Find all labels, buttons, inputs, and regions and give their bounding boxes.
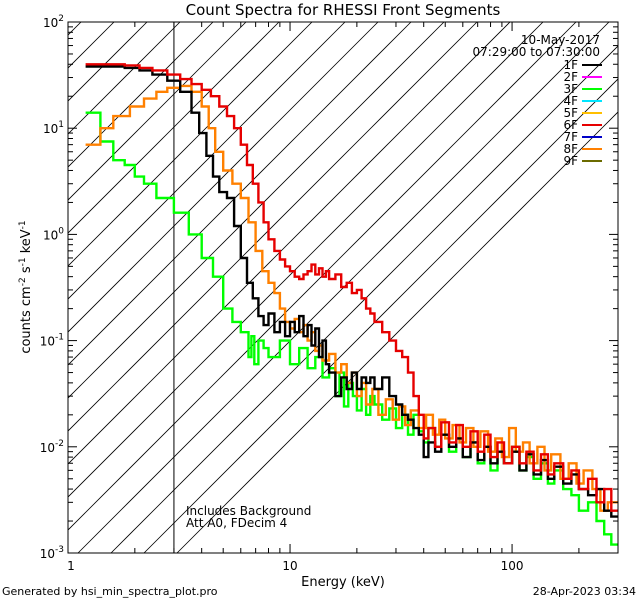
y-tick-label: 10-1 — [40, 333, 64, 349]
y-tick-exponent: -1 — [55, 333, 64, 343]
series-line-6f — [85, 63, 618, 512]
hatch-line — [68, 22, 214, 168]
y-tick-label: 100 — [43, 226, 64, 242]
y-axis-label: counts cm-2 s-1 keV-1 — [18, 220, 34, 353]
y-tick-mantissa: 10 — [40, 441, 55, 455]
x-tick-labels: 1 10 100 — [67, 559, 523, 573]
annotation-background: Includes Background — [186, 504, 311, 518]
x-tick-label: 1 — [67, 559, 75, 573]
plot-frame — [67, 21, 619, 554]
hatch-line — [68, 22, 445, 399]
y-tick-label: 10-2 — [40, 439, 64, 455]
y-tick-exponent: -2 — [55, 439, 64, 449]
hatch-line — [68, 22, 412, 366]
y-tick-mantissa: 10 — [40, 335, 55, 349]
axis-ticks — [67, 21, 619, 554]
y-tick-label: 10-3 — [40, 545, 64, 561]
hatch-line — [176, 111, 618, 553]
y-tick-mantissa: 10 — [43, 16, 58, 30]
hatched-region — [68, 22, 618, 553]
hatch-line — [68, 22, 379, 333]
time-range-label: 07:29:00 to 07:30:00 — [473, 45, 600, 59]
hatch-line — [68, 22, 82, 36]
legend-label-8f: 8F — [563, 142, 578, 156]
x-axis-label: Energy (keV) — [301, 575, 385, 590]
hatch-line — [68, 22, 577, 531]
series-line-8f — [85, 84, 618, 512]
series-layer — [85, 63, 618, 546]
y-label-exp: -2 — [18, 277, 28, 286]
y-tick-label: 101 — [43, 120, 64, 136]
series-line-3f — [85, 111, 618, 546]
y-tick-exponent: -3 — [55, 545, 64, 555]
x-tick-label: 100 — [501, 559, 524, 573]
hatch-line — [68, 22, 544, 498]
y-tick-exponent: 2 — [58, 14, 64, 24]
x-tick-label: 10 — [282, 559, 297, 573]
legend-label-4f: 4F — [563, 94, 578, 108]
legend-label-7f: 7F — [563, 130, 578, 144]
hatch-line — [68, 22, 280, 234]
y-tick-exponent: 0 — [58, 226, 64, 236]
y-label-part: counts cm — [19, 286, 34, 353]
hatch-line — [68, 22, 247, 201]
y-label-exp: -1 — [18, 257, 28, 266]
y-tick-mantissa: 10 — [40, 547, 55, 561]
hatch-line — [68, 22, 346, 300]
date-label: 10-May-2017 — [521, 33, 600, 47]
hatch-line — [68, 22, 115, 69]
legend-label-6f: 6F — [563, 118, 578, 132]
hatch-line — [68, 22, 511, 465]
hatch-line — [143, 78, 618, 553]
footer-generated-by: Generated by hsi_min_spectra_plot.pro — [2, 585, 218, 598]
y-tick-mantissa: 10 — [43, 122, 58, 136]
y-label-exp: -1 — [18, 220, 28, 229]
y-tick-exponent: 1 — [58, 120, 64, 130]
y-label-part: s — [19, 266, 34, 277]
annotation-attenuator: Att A0, FDecim 4 — [186, 516, 287, 530]
hatch-line — [68, 22, 313, 267]
hatch-line — [110, 45, 618, 553]
footer-timestamp: 28-Apr-2023 03:34 — [533, 585, 636, 598]
y-label-part: keV — [19, 229, 34, 257]
y-tick-label: 102 — [43, 14, 64, 30]
chart-title: Count Spectra for RHESSI Front Segments — [186, 1, 501, 19]
hatch-line — [68, 22, 478, 432]
legend-label-5f: 5F — [563, 106, 578, 120]
legend-label-3f: 3F — [563, 82, 578, 96]
legend-label-1f: 1F — [563, 58, 578, 72]
hatch-line — [68, 22, 181, 135]
legend-label-2f: 2F — [563, 70, 578, 84]
y-tick-mantissa: 10 — [43, 228, 58, 242]
legend-label-9f: 9F — [563, 154, 578, 168]
